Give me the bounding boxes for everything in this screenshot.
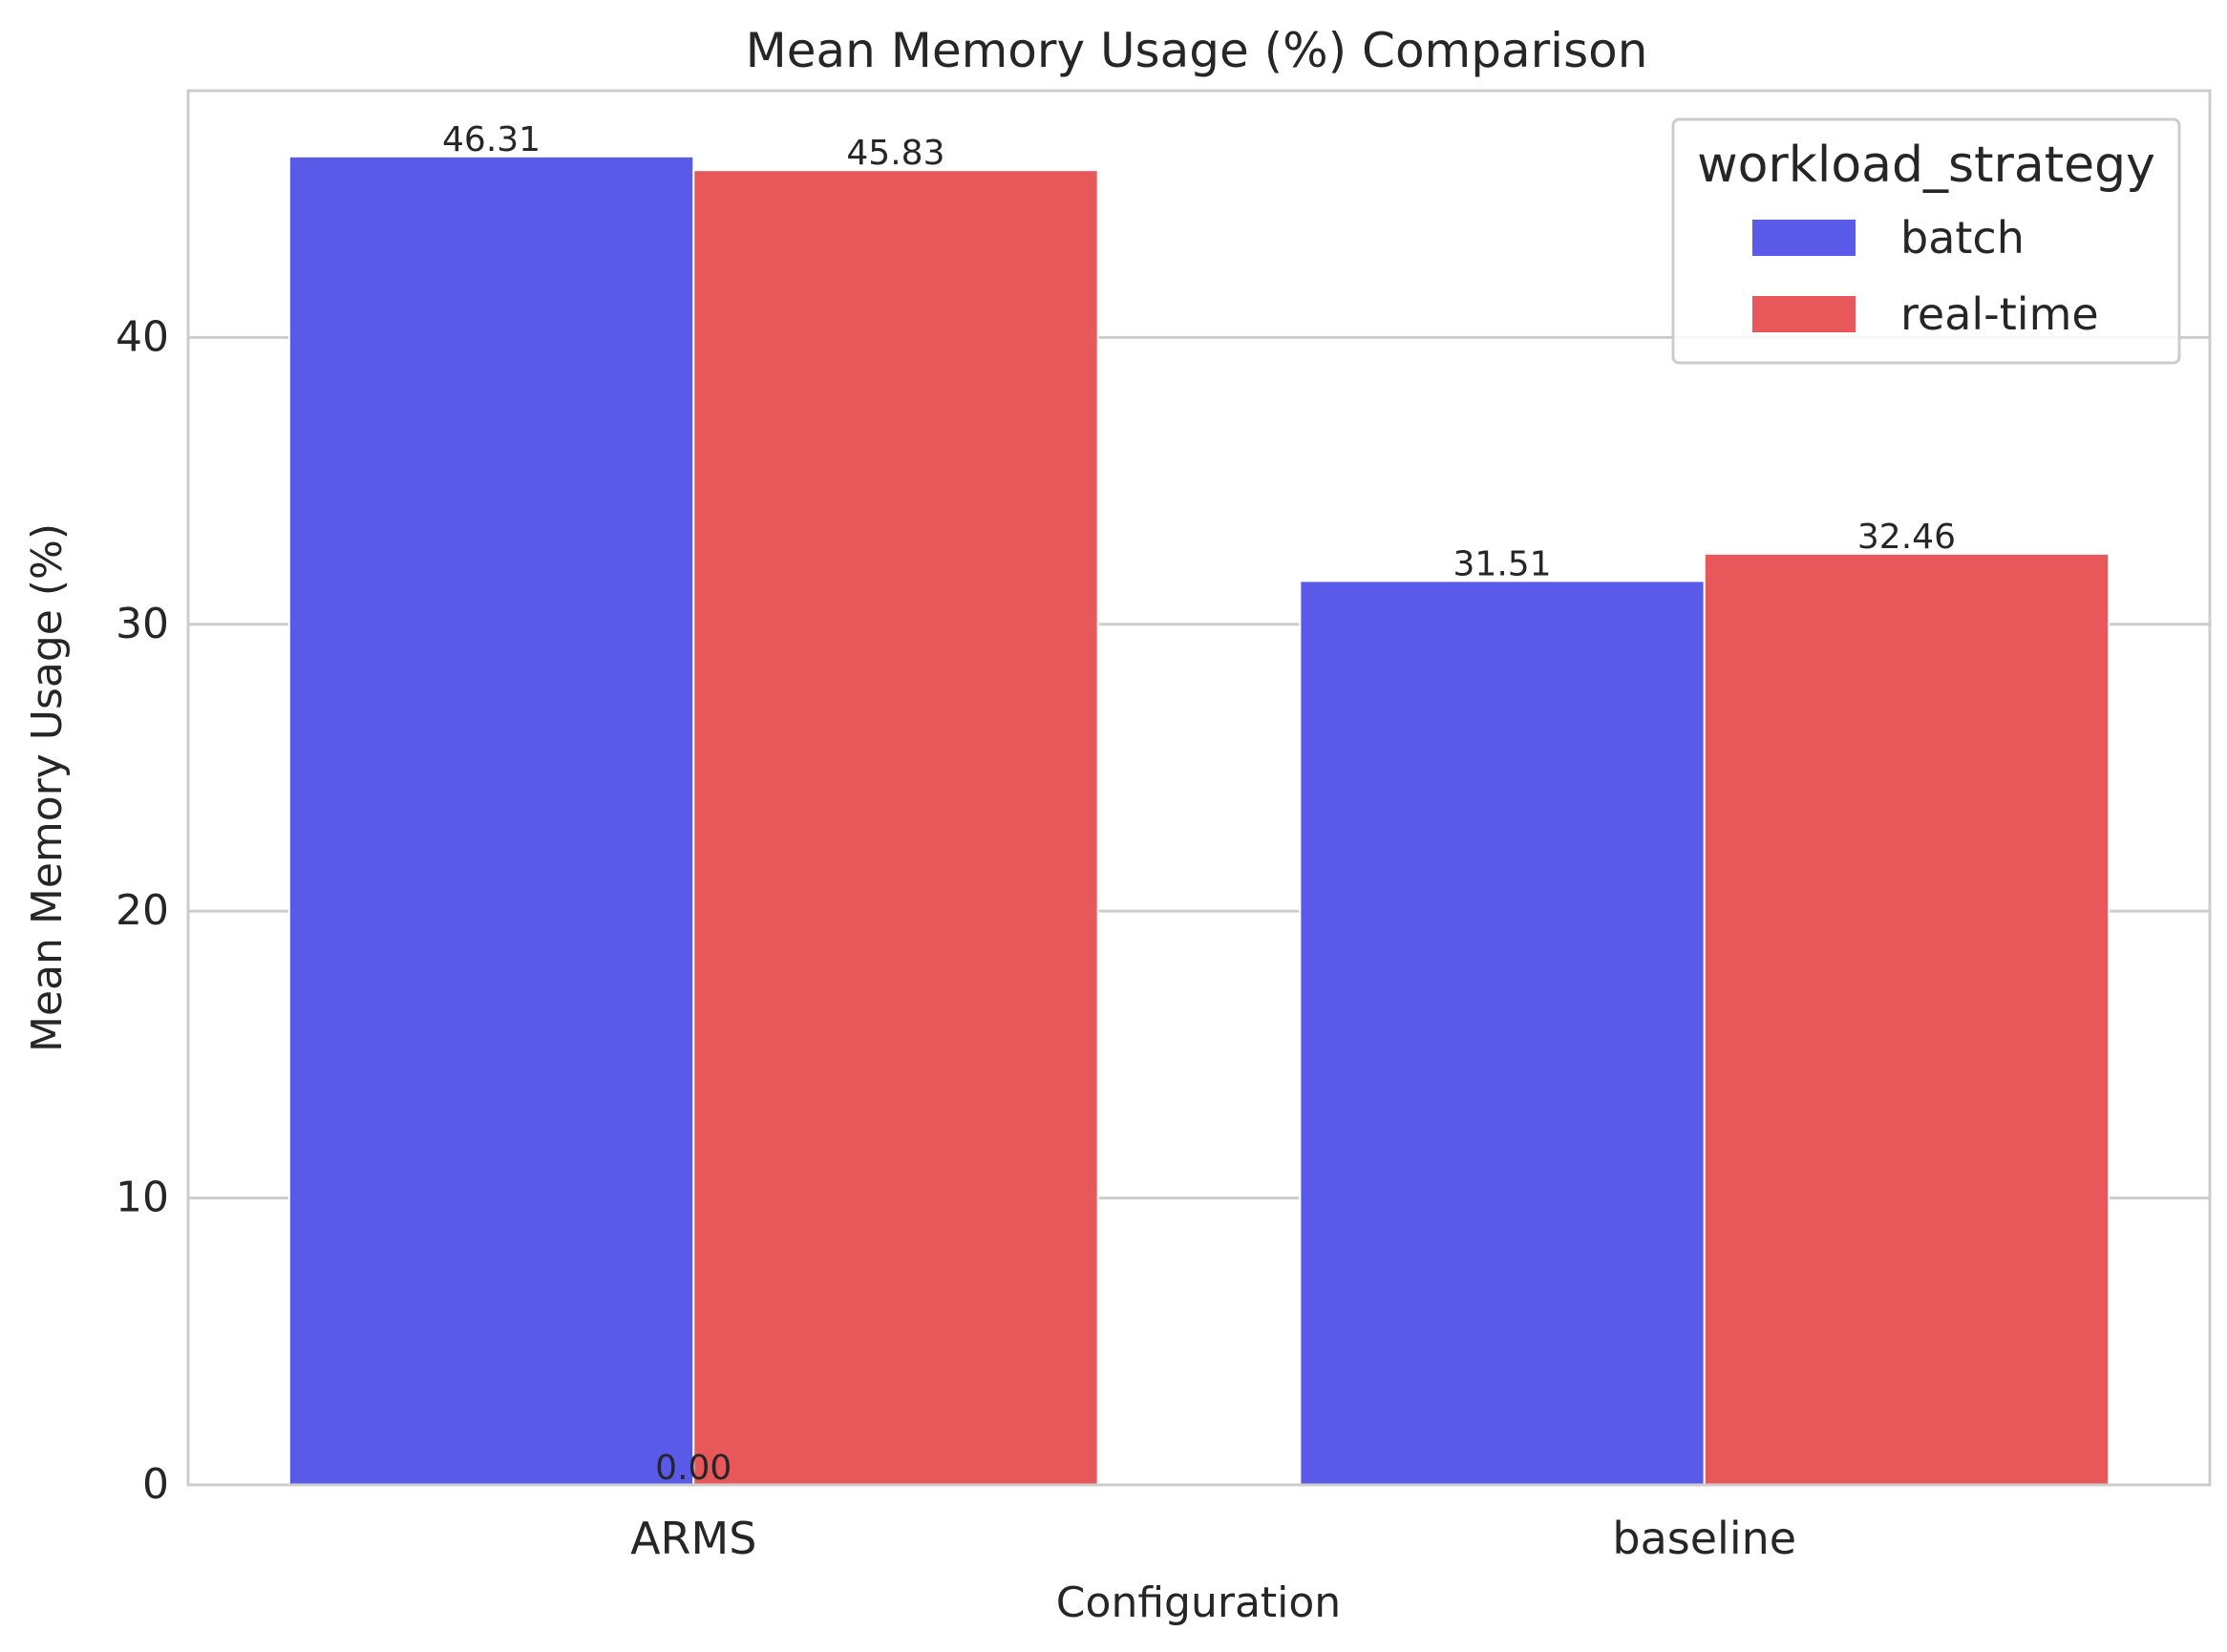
y-tick-label: 40 xyxy=(116,312,169,361)
x-tick-labels: ARMS baseline xyxy=(630,1513,1796,1564)
y-tick-label: 0 xyxy=(142,1460,169,1509)
legend-swatch xyxy=(1752,220,1856,256)
y-axis-label: Mean Memory Usage (%) xyxy=(23,523,72,1052)
legend-label: real-time xyxy=(1900,288,2099,340)
bar-value-label: 45.83 xyxy=(846,134,944,173)
x-tick-label: ARMS xyxy=(630,1513,756,1564)
x-axis-label: Configuration xyxy=(1056,1578,1341,1627)
bar-value-label: 32.46 xyxy=(1857,518,1956,557)
bar-value-label: 46.31 xyxy=(442,120,541,159)
plot-frame xyxy=(186,89,2212,1487)
bar-value-label: 0.00 xyxy=(655,1449,732,1488)
legend-items: batch real-time xyxy=(1752,212,2099,340)
bar xyxy=(287,155,695,1487)
y-tick-label: 30 xyxy=(116,600,169,648)
legend-label: batch xyxy=(1900,212,2025,264)
bar-value-label: 31.51 xyxy=(1453,544,1552,583)
legend-swatch xyxy=(1752,296,1856,332)
legend-title: workload_strategy xyxy=(1697,137,2155,194)
y-tick-label: 20 xyxy=(116,886,169,935)
y-tick-label: 10 xyxy=(116,1174,169,1222)
bar-value-labels: 46.31 45.83 31.51 32.46 0.00 xyxy=(442,120,1956,1488)
y-tick-labels: 0 10 20 30 40 xyxy=(116,312,169,1509)
bar xyxy=(692,169,1099,1486)
bars xyxy=(287,155,2110,1487)
chart-title: Mean Memory Usage (%) Comparison xyxy=(746,23,1648,78)
x-tick-label: baseline xyxy=(1612,1513,1796,1564)
bar xyxy=(1299,580,1706,1486)
bar xyxy=(1703,552,2110,1486)
legend: workload_strategy batch real-time xyxy=(1671,117,2181,365)
